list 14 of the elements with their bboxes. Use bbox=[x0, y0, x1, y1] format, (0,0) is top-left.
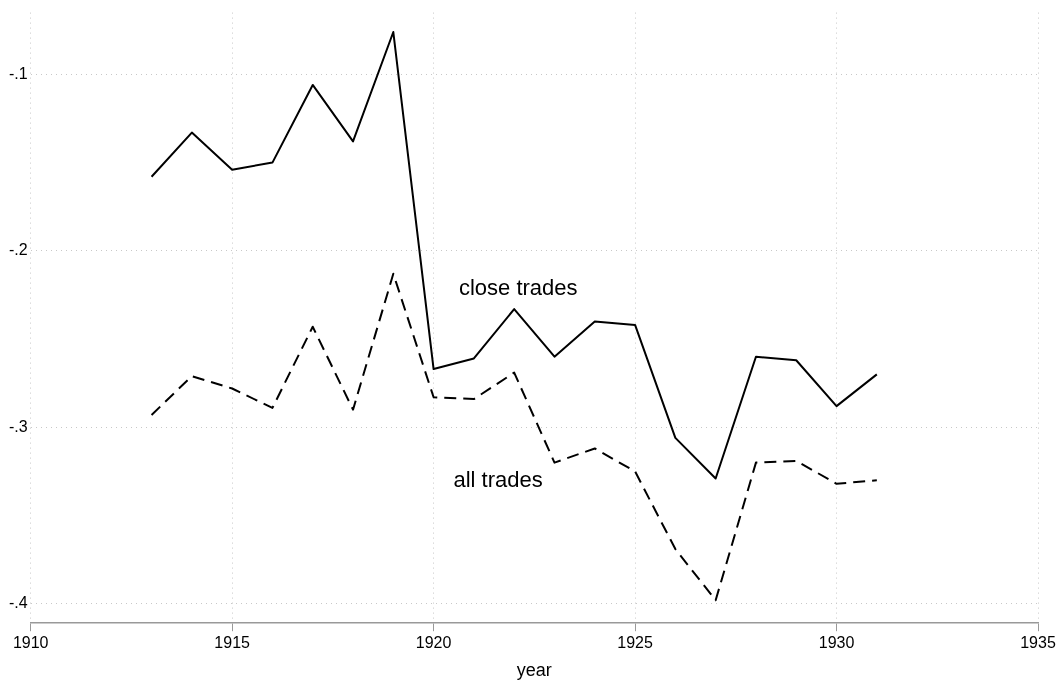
x-tick-label: 1920 bbox=[415, 634, 452, 652]
y-tick-label: -.3 bbox=[9, 417, 28, 435]
x-tick-label: 1935 bbox=[1020, 634, 1056, 652]
line-series bbox=[150, 272, 878, 602]
y-tick-label: -.4 bbox=[9, 594, 28, 612]
x-axis-title: year bbox=[516, 660, 552, 681]
series-label: all trades bbox=[453, 466, 543, 492]
y-tick-label: -.2 bbox=[9, 241, 28, 259]
y-tick-label: -.1 bbox=[9, 64, 28, 82]
series-label: close trades bbox=[458, 274, 578, 300]
x-tick-label: 1925 bbox=[617, 634, 653, 652]
x-tick-label: 1915 bbox=[214, 634, 251, 652]
x-tick-label: 1930 bbox=[818, 634, 855, 652]
x-tick-label: 1910 bbox=[12, 634, 49, 652]
